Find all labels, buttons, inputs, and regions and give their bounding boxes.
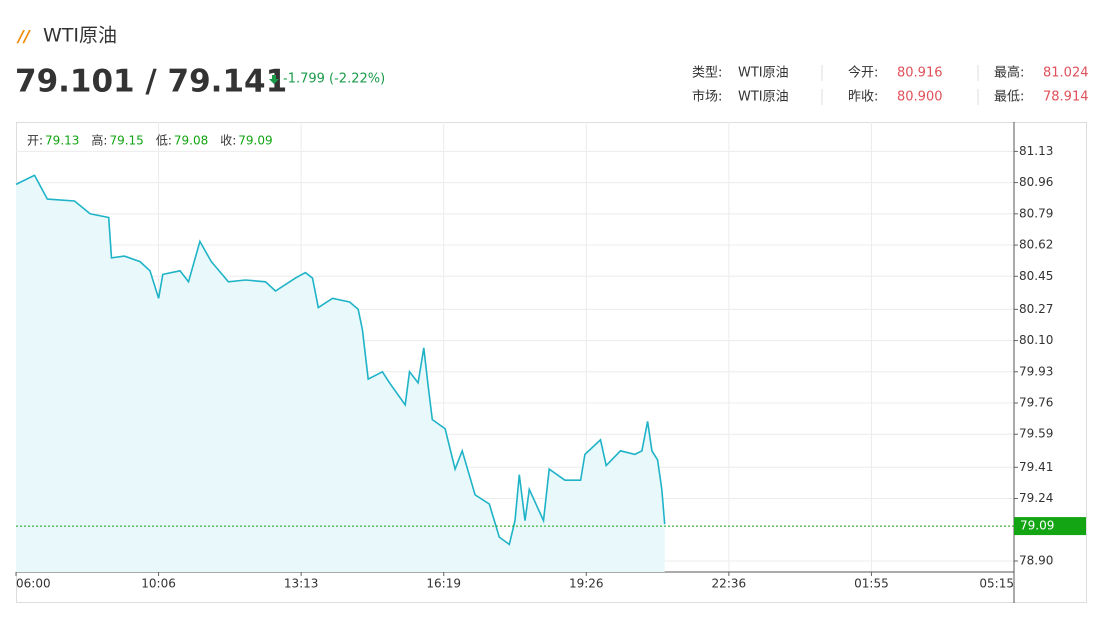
info-value: 80.900 <box>897 90 943 105</box>
y-tick-label: 79.59 <box>1019 427 1053 441</box>
info-key: 类型: <box>692 66 722 81</box>
quote-key: 开: <box>27 134 43 148</box>
info-key: 市场: <box>692 89 722 105</box>
y-tick-label: 80.96 <box>1019 175 1053 189</box>
line <box>15 174 666 546</box>
info-key: 昨收: <box>848 90 878 105</box>
x-tick-label: 06:00 <box>16 577 51 591</box>
quote-key: 低: <box>156 134 172 148</box>
y-tick-label: 80.27 <box>1019 302 1053 316</box>
quote-value: 79.09 <box>238 134 272 148</box>
info-key: 最高: <box>994 65 1024 81</box>
y-tick-label: 78.90 <box>1019 553 1053 567</box>
y-tick-label: 79.76 <box>1019 396 1053 410</box>
info-key: 最低: <box>994 90 1024 105</box>
info-value: 78.914 <box>1043 90 1089 105</box>
quote-value: 79.13 <box>45 134 79 148</box>
y-tick-label: 79.24 <box>1019 491 1053 505</box>
info-key: 今开: <box>848 65 878 81</box>
y-tick-label: 80.45 <box>1019 269 1053 283</box>
x-tick-label: 19:26 <box>569 577 604 591</box>
y-tick-label: 80.10 <box>1019 333 1053 347</box>
x-tick-label: 01:55 <box>854 577 889 591</box>
last-price-label: 79.09 <box>1020 519 1054 533</box>
y-tick-label: 80.79 <box>1019 206 1053 220</box>
y-tick-label: 79.41 <box>1019 460 1053 474</box>
quote-value: 79.15 <box>109 134 143 148</box>
x-tick-label: 16:19 <box>426 577 461 591</box>
quote-value: 79.08 <box>174 134 208 148</box>
price: 79.101 / 79.141 <box>15 64 287 100</box>
info-value: WTI原油 <box>738 90 789 105</box>
quote-key: 收: <box>220 134 236 148</box>
x-tick-label: 22:36 <box>712 577 747 591</box>
title: WTI原油 <box>43 25 117 47</box>
last-price-box <box>1014 517 1086 536</box>
x-tick-label: 13:13 <box>284 577 319 591</box>
y-tick-label: 79.93 <box>1019 364 1053 378</box>
x-tick-label: 10:06 <box>141 577 176 591</box>
quote-key: 高: <box>91 133 107 148</box>
change: -1.799 (-2.22%) <box>283 72 385 87</box>
x-tick-label: 05:15 <box>979 577 1014 591</box>
info-value: 80.916 <box>897 66 943 81</box>
info-value: WTI原油 <box>738 66 789 81</box>
info-value: 81.024 <box>1043 66 1089 81</box>
icon: // <box>16 27 31 46</box>
area <box>16 175 665 573</box>
y-tick-label: 81.13 <box>1019 144 1053 158</box>
down-arrow <box>269 75 279 84</box>
y-tick-label: 80.62 <box>1019 238 1053 252</box>
